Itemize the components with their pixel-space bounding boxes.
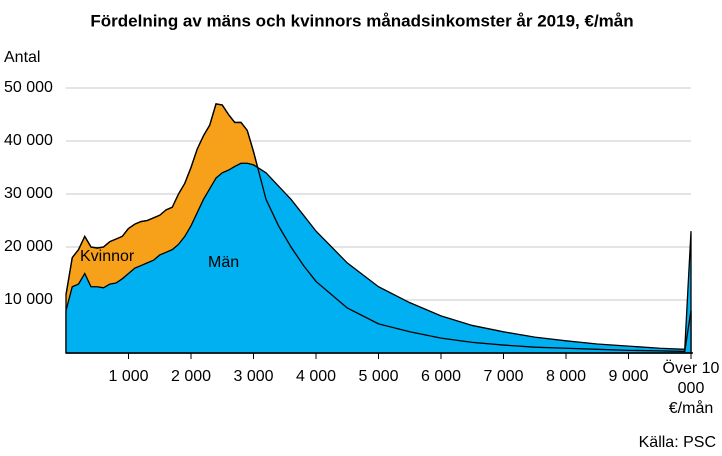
x-tick-label: Över 10 000 €/mån [662,360,720,417]
x-tick-label: 5 000 [358,368,398,385]
y-tick-label: 50 000 [4,79,53,96]
y-tick-label: 20 000 [4,238,53,255]
y-tick-label: 40 000 [4,132,53,149]
y-tick-label: 30 000 [4,185,53,202]
source: Källa: PSC [639,434,716,451]
area [65,162,692,354]
x-tick-label: 8 000 [546,368,586,385]
y-tick-label: 10 000 [4,291,53,308]
x-tick-label: 7 000 [483,368,523,385]
y-axis-label: Antal [4,49,40,66]
x-tick-label: 9 000 [608,368,648,385]
x-tick-label: 1 000 [108,368,148,385]
x-tick-label: 2 000 [171,368,211,385]
x-tick-label: 4 000 [296,368,336,385]
x-tick-label: 3 000 [233,368,273,385]
legend-label: Kvinnor [80,248,135,265]
chart-title: Fördelning av mäns och kvinnors månadsin… [90,11,633,30]
x-tick-label: 6 000 [421,368,461,385]
line [65,103,692,353]
legend-label: Män [208,254,239,271]
